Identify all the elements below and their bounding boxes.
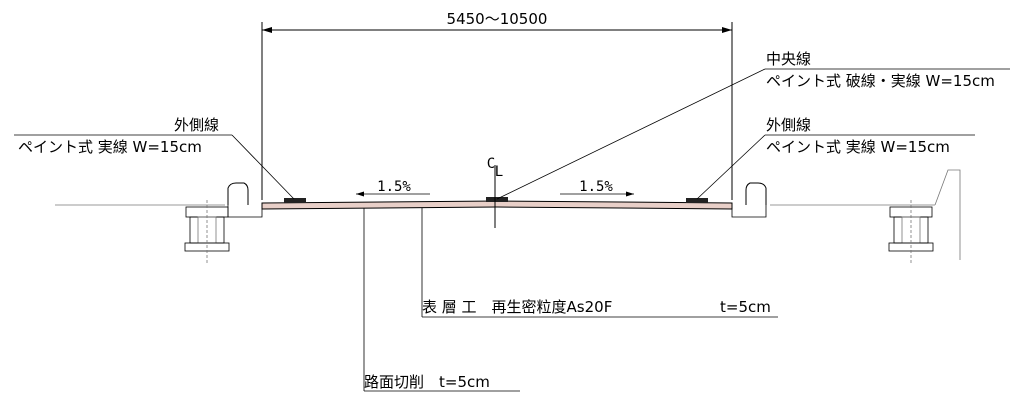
callout-milling: 路面切削 t=5cm — [363, 208, 520, 392]
pavement — [261, 197, 733, 210]
slope-label-right: 1.5% — [579, 179, 613, 195]
marking-outer-right — [686, 198, 708, 203]
surface-layer-thickness: t=5cm — [720, 298, 771, 316]
curb-base-right — [731, 205, 767, 218]
cl-mark-l: L — [495, 164, 503, 180]
curb-left — [184, 182, 263, 265]
cl-mark-c: C — [487, 156, 495, 172]
surface-layer-label: 表 層 工 再生密粒度As20F — [422, 298, 612, 316]
width-dimension: 5450〜10500 — [261, 10, 733, 200]
curb-block-left — [227, 182, 249, 205]
outer-line-right-leader — [696, 134, 766, 200]
slope-left: 1.5% — [356, 179, 430, 197]
milling-label: 路面切削 t=5cm — [364, 373, 490, 391]
ground-line — [55, 169, 961, 260]
centerline-mark: C L — [487, 156, 503, 228]
slope-right: 1.5% — [560, 179, 634, 197]
curb-block-right — [745, 182, 767, 205]
slope-arrowhead-left — [356, 191, 364, 197]
dimension-label: 5450〜10500 — [447, 10, 548, 28]
callout-surface-layer: 表 層 工 再生密粒度As20F t=5cm — [421, 208, 778, 318]
callout-outer-line-right: 外側線 ペイント式 実線 W=15cm — [696, 116, 975, 200]
center-line-spec: ペイント式 破線・実線 W=15cm — [766, 72, 995, 90]
slope-arrowhead-right — [626, 191, 634, 197]
outer-line-right-title: 外側線 — [766, 116, 811, 134]
outer-line-right-spec: ペイント式 実線 W=15cm — [766, 138, 950, 156]
center-line-title: 中央線 — [766, 50, 811, 68]
retaining-wall-right — [934, 169, 961, 260]
outer-line-left-title: 外側線 — [174, 116, 219, 134]
slope-label-left: 1.5% — [377, 179, 411, 195]
dimension-arrow-left — [262, 27, 272, 33]
callout-outer-line-left: 外側線 ペイント式 実線 W=15cm — [14, 116, 295, 200]
callout-center-line: 中央線 ペイント式 破線・実線 W=15cm — [496, 50, 1010, 200]
dimension-arrow-right — [722, 27, 732, 33]
curb-right — [731, 182, 934, 265]
curb-base-left — [227, 205, 263, 218]
outer-line-left-spec: ペイント式 実線 W=15cm — [18, 138, 202, 156]
pavement-surface-layer — [261, 200, 733, 210]
center-line-leader — [496, 68, 766, 200]
outer-line-left-leader — [231, 134, 295, 200]
marking-outer-left — [284, 198, 306, 203]
marking-center — [486, 197, 508, 202]
